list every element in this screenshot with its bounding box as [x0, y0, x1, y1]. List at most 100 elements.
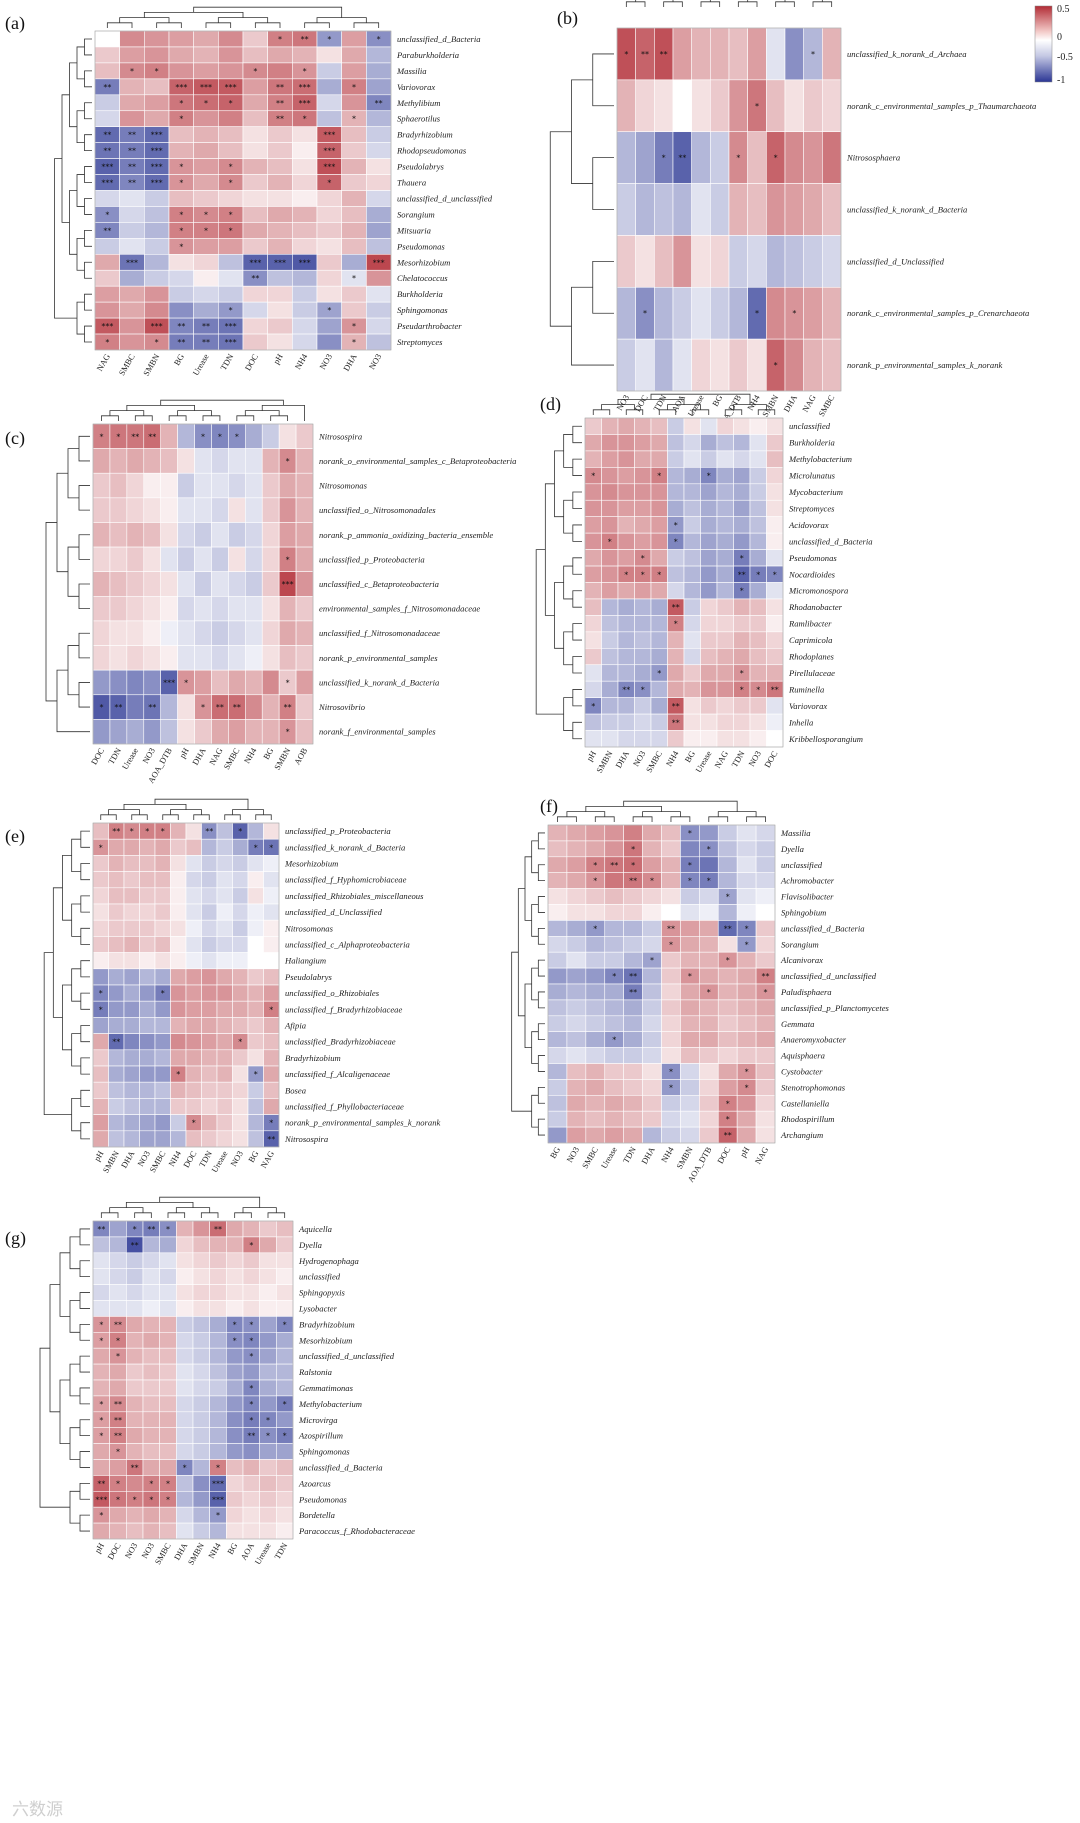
significance-mark: **: [148, 432, 156, 441]
dendrogram-branch: [84, 198, 92, 215]
dendrogram-branch: [193, 814, 210, 820]
significance-mark: *: [233, 1336, 237, 1345]
heatmap-cell: [216, 871, 233, 889]
significance-mark: ***: [126, 258, 138, 267]
heatmap-cell: [226, 1220, 244, 1238]
row-label: Afipia: [284, 1021, 306, 1031]
heatmap-cell: [316, 110, 342, 127]
heatmap-cell: [700, 582, 718, 600]
dendrogram-branch: [572, 721, 582, 740]
heatmap-cell: [822, 183, 842, 236]
dendrogram-branch: [353, 22, 380, 28]
heatmap-cell: [755, 824, 776, 842]
heatmap-cell: [108, 1017, 125, 1034]
significance-mark: *: [204, 226, 208, 235]
heatmap-cell: [108, 952, 125, 970]
heatmap-cell: [667, 664, 685, 682]
heatmap-cell: [755, 1110, 776, 1128]
legend-tick-label: 0.5: [1057, 4, 1070, 15]
heatmap-cell: [642, 824, 662, 842]
heatmap-cell: [642, 1063, 662, 1080]
heatmap-cell: [699, 999, 719, 1017]
heatmap-cell: [168, 142, 194, 159]
heatmap-cell: [139, 1081, 156, 1099]
significance-mark: *: [266, 1416, 270, 1425]
heatmap-cell: [119, 46, 145, 64]
heatmap-cell: [683, 697, 701, 715]
significance-mark: *: [707, 845, 711, 854]
heatmap-cell: [242, 301, 268, 319]
heatmap-panel: (a)* ** * ** * * *** *** *** *** ** *** ** * * ** *** ***…: [5, 6, 493, 378]
dendrogram-branch: [563, 697, 573, 731]
dendrogram-branch: [737, 1, 758, 7]
heatmap-cell: [584, 532, 602, 550]
dendrogram-branch: [537, 832, 545, 850]
heatmap-cell: [617, 582, 635, 600]
heatmap-cell: [699, 856, 719, 873]
significance-mark: *: [278, 35, 282, 44]
heatmap-cell: [143, 448, 161, 474]
significance-mark: *: [624, 50, 628, 59]
heatmap-cell: [716, 434, 734, 452]
heatmap-cell: [216, 919, 233, 937]
heatmap-cell: [192, 1427, 210, 1444]
heatmap-cell: [617, 467, 635, 485]
heatmap-cell: [717, 904, 738, 921]
dendrogram-branch: [535, 549, 564, 715]
heatmap-cell: [209, 1252, 227, 1270]
heatmap-cell: [716, 516, 734, 534]
heatmap-cell: [216, 903, 233, 921]
dendrogram-branch: [71, 838, 81, 872]
heatmap-cell: [642, 999, 662, 1017]
heatmap-cell: [604, 935, 624, 953]
heatmap-cell: [733, 499, 751, 518]
heatmap-cell: [170, 838, 187, 856]
significance-mark: **: [672, 718, 680, 727]
heatmap-cell: [601, 582, 619, 600]
heatmap-cell: [119, 222, 145, 239]
heatmap-cell: [226, 1300, 244, 1317]
heatmap-cell: [194, 522, 212, 548]
heatmap-cell: [717, 935, 738, 953]
significance-mark: *: [643, 309, 647, 318]
heatmap-cell: [736, 824, 757, 842]
heatmap-cell: [749, 615, 767, 633]
heatmap-cell: [232, 1081, 249, 1099]
dendrogram-branch: [160, 399, 284, 406]
heatmap-cell: [623, 920, 643, 937]
dendrogram-branch: [54, 158, 77, 319]
significance-mark: ***: [175, 83, 187, 92]
row-label: norank_c_environmental_samples_p_Thaumar…: [847, 101, 1036, 111]
heatmap-cell: [341, 158, 367, 175]
dendrogram-branch: [80, 992, 90, 1010]
heatmap-cell: [642, 1047, 662, 1064]
heatmap-cell: [126, 596, 145, 622]
heatmap-cell: [683, 483, 701, 501]
heatmap-border: [92, 1220, 294, 1540]
significance-mark: *: [764, 988, 768, 997]
heatmap-cell: [584, 450, 602, 468]
heatmap-cell: [218, 62, 244, 80]
heatmap-cell: [650, 532, 668, 550]
heatmap-cell: [341, 301, 367, 319]
heatmap-cell: [566, 1031, 587, 1048]
heatmap-cell: [192, 1475, 210, 1492]
heatmap-cell: [717, 824, 738, 842]
significance-mark: *: [352, 322, 356, 331]
heatmap-cell: [218, 269, 244, 287]
heatmap-cell: [126, 694, 145, 720]
heatmap-cell: [680, 1031, 700, 1048]
heatmap-cell: [139, 1130, 156, 1148]
heatmap-cell: [366, 142, 392, 159]
row-label: Kribbellosporangium: [788, 734, 863, 744]
heatmap-cell: [259, 1475, 277, 1492]
heatmap-cell: [176, 1363, 194, 1381]
row-label: unclassified_f_Bradyrhizobiaceae: [285, 1004, 402, 1014]
heatmap-cell: [267, 46, 293, 64]
heatmap-cell: [623, 1110, 643, 1128]
column-label: pH: [93, 1542, 106, 1555]
significance-mark: *: [145, 827, 149, 836]
heatmap-cell: [94, 269, 120, 287]
heatmap-cell: [259, 1252, 277, 1270]
significance-mark: *: [116, 1448, 120, 1457]
